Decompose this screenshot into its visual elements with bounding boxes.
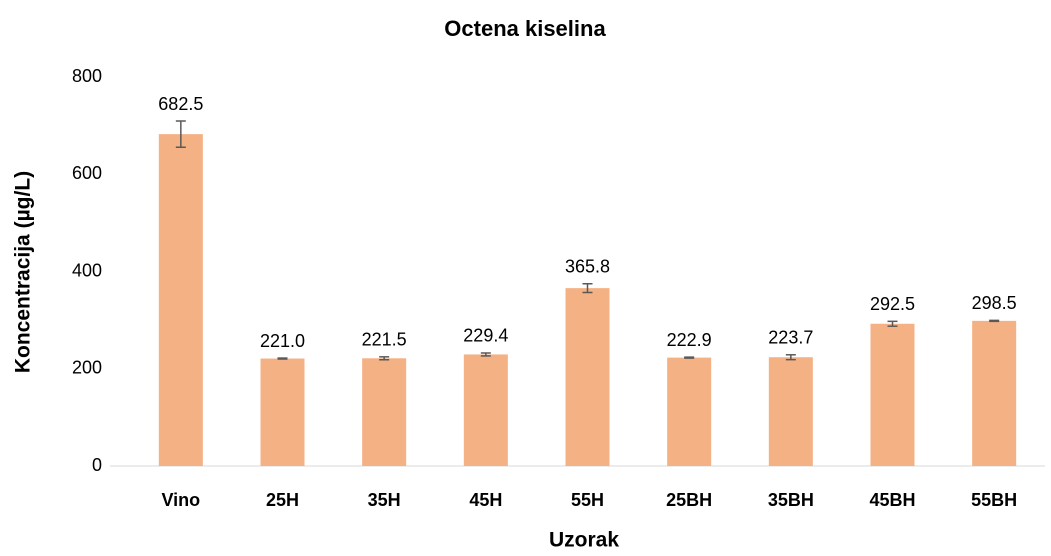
value-label: 682.5 — [158, 94, 203, 114]
bar — [463, 354, 508, 466]
value-label: 221.0 — [260, 331, 305, 351]
x-tick-label: 25H — [266, 490, 299, 510]
x-tick-label: 25BH — [666, 490, 712, 510]
y-tick-label: 600 — [72, 163, 102, 183]
y-axis-label: Koncentracija (µg/L) — [12, 171, 35, 373]
value-label: 292.5 — [870, 294, 915, 314]
bar — [158, 134, 203, 466]
value-label: 229.4 — [463, 326, 508, 346]
value-label: 365.8 — [565, 257, 610, 277]
value-label: 221.5 — [362, 330, 407, 350]
y-tick-label: 0 — [92, 455, 102, 475]
x-tick-label: 35BH — [768, 490, 814, 510]
y-tick-label: 800 — [72, 66, 102, 86]
bar — [565, 288, 610, 466]
y-tick-label: 200 — [72, 358, 102, 378]
value-label: 222.9 — [667, 330, 712, 350]
bar — [768, 357, 813, 466]
bar — [870, 323, 915, 466]
bar — [362, 358, 407, 466]
chart-title: Octena kiselina — [444, 16, 606, 41]
y-tick-label: 400 — [72, 260, 102, 280]
bar — [260, 358, 305, 466]
x-tick-label: 55BH — [971, 490, 1017, 510]
value-label: 223.7 — [768, 328, 813, 348]
x-tick-label: 45H — [469, 490, 502, 510]
x-tick-label: 45BH — [869, 490, 915, 510]
x-tick-label: Vino — [161, 490, 200, 510]
value-label: 298.5 — [972, 293, 1017, 313]
x-axis-label: Uzorak — [549, 529, 619, 552]
x-tick-label: 35H — [368, 490, 401, 510]
bar — [972, 320, 1017, 466]
x-tick-label: 55H — [571, 490, 604, 510]
bar — [667, 357, 712, 466]
